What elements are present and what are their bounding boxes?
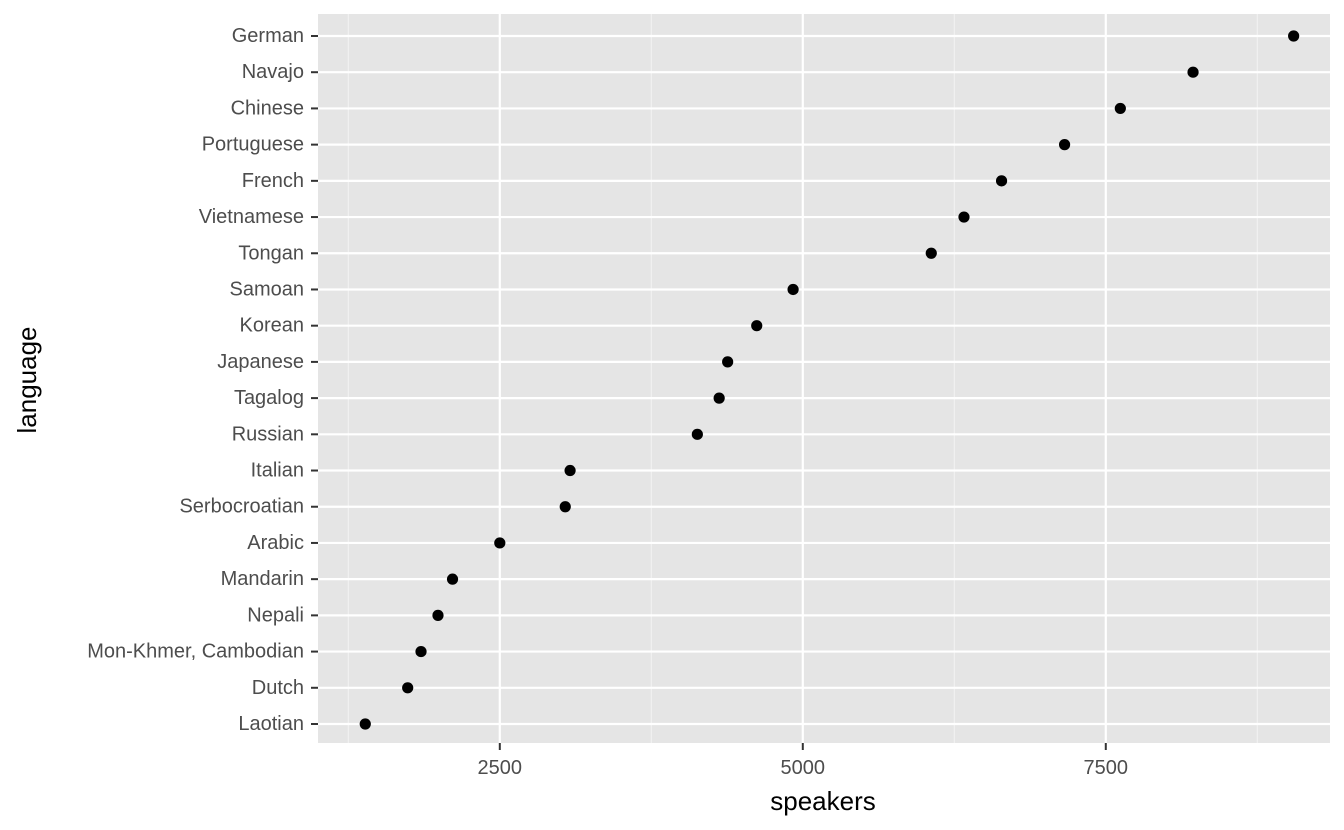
y-tick-label-russian: Russian (232, 423, 304, 445)
point-italian (564, 464, 576, 477)
y-tick-label-chinese: Chinese (231, 97, 304, 119)
y-tick-label-vietnamese: Vietnamese (199, 206, 304, 228)
y-tick-label-german: German (232, 25, 304, 47)
y-tick-label-laotian: Laotian (238, 713, 304, 735)
x-axis: 2500 5000 7500 (478, 743, 1128, 779)
point-vietnamese (958, 211, 970, 223)
point-mandarin (446, 573, 459, 585)
y-tick-label-korean: Korean (240, 315, 305, 337)
x-axis-title: speakers (770, 786, 876, 816)
point-french (995, 175, 1008, 187)
plot-panel (318, 14, 1330, 743)
y-tick-label-tagalog: Tagalog (234, 387, 304, 409)
y-tick-label-mon-khmer-cambodian: Mon-Khmer, Cambodian (87, 641, 304, 663)
y-tick-label-portuguese: Portuguese (202, 134, 304, 156)
point-japanese (722, 356, 734, 368)
y-tick-label-japanese: Japanese (217, 351, 304, 373)
point-serbocroatian (559, 501, 571, 513)
point-mon-khmer-cambodian (415, 645, 427, 658)
x-tick-label-7500: 7500 (1084, 757, 1129, 779)
point-arabic (494, 537, 506, 549)
data-points (359, 30, 1300, 730)
point-chinese (1114, 102, 1126, 115)
point-tagalog (713, 392, 725, 404)
point-dutch (402, 682, 414, 694)
y-tick-label-samoan: Samoan (230, 278, 305, 300)
point-korean (751, 320, 763, 332)
point-nepali (432, 609, 444, 621)
y-tick-label-serbocroatian: Serbocroatian (179, 496, 304, 518)
y-tick-label-dutch: Dutch (252, 677, 304, 699)
y-tick-label-mandarin: Mandarin (221, 568, 304, 590)
y-tick-label-arabic: Arabic (247, 532, 304, 554)
x-tick-label-2500: 2500 (478, 757, 523, 779)
y-tick-label-french: French (242, 170, 304, 192)
major-gridlines (318, 14, 1330, 743)
point-samoan (787, 283, 799, 296)
y-axis-title: language (12, 327, 42, 434)
y-tick-label-nepali: Nepali (247, 604, 304, 626)
y-tick-label-italian: Italian (251, 460, 304, 482)
point-navajo (1187, 66, 1199, 78)
y-axis: German Navajo Chinese Portuguese French Vietn… (87, 25, 318, 735)
y-tick-label-navajo: Navajo (242, 61, 304, 83)
point-tongan (925, 247, 937, 259)
point-laotian (359, 718, 371, 730)
point-german (1288, 30, 1300, 42)
y-tick-label-tongan: Tongan (238, 242, 304, 264)
point-russian (691, 428, 703, 440)
point-portuguese (1058, 139, 1071, 151)
x-tick-label-5000: 5000 (781, 757, 826, 779)
minor-gridlines (347, 14, 1258, 743)
